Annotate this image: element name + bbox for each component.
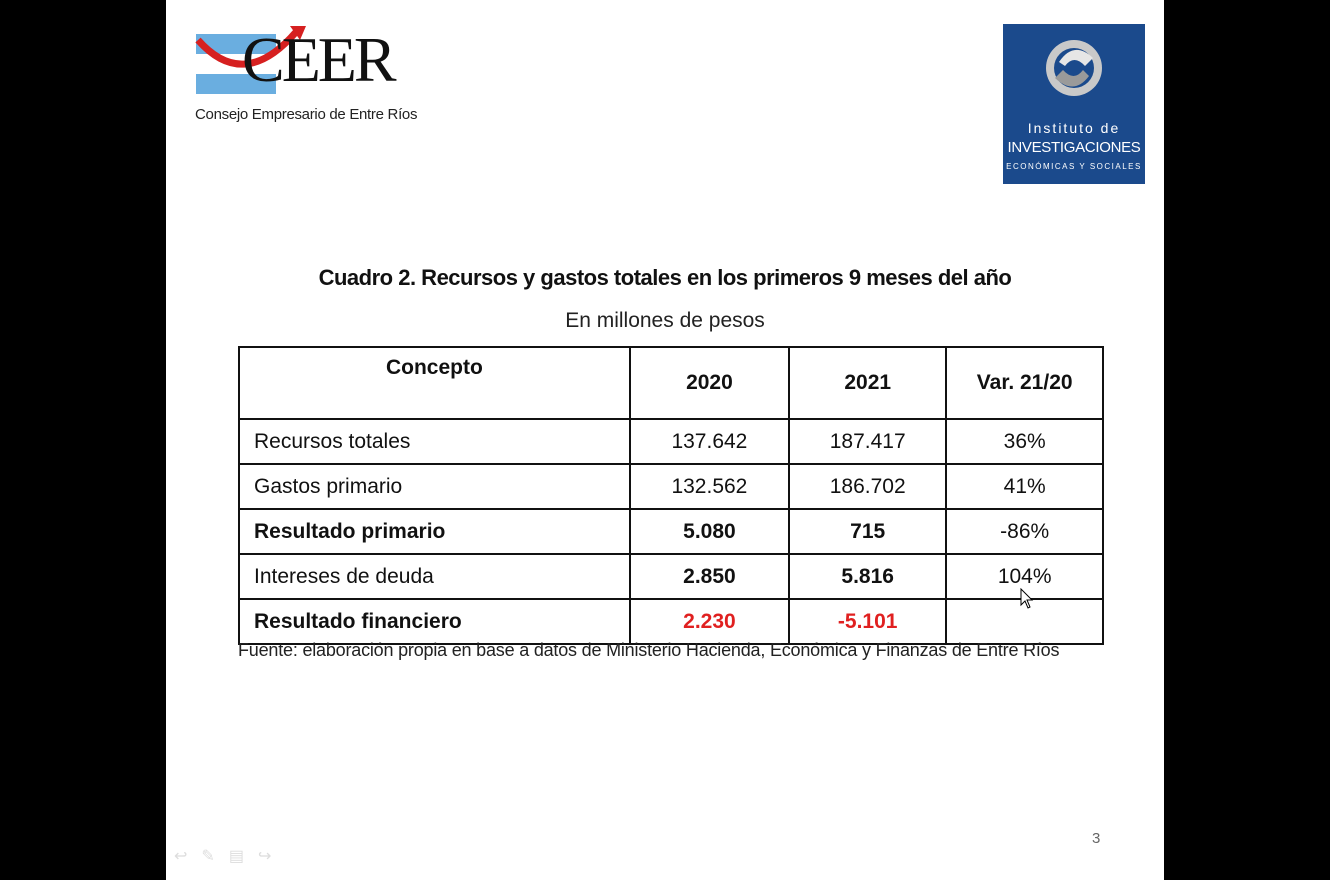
next-arrow-icon[interactable]: ↪ [257,848,272,865]
header-2021: 2021 [788,346,948,420]
cell-concept: Intereses de deuda [238,553,631,600]
cell-concept: Gastos primario [238,463,631,510]
table-header-row: Concepto 2020 2021 Var. 21/20 [238,346,1104,420]
slide-title: Cuadro 2. Recursos y gastos totales en l… [318,265,1012,290]
cell-concept: Recursos totales [238,418,631,465]
mouse-cursor-icon [1020,588,1034,609]
cell-2021: 715 [788,508,948,555]
iies-logo: Instituto de INVESTIGACIONES Económicas … [1003,24,1145,184]
data-table: Concepto 2020 2021 Var. 21/20 Recursos t… [238,346,1104,645]
ceer-logo: CEER Consejo Empresario de Entre Ríos [190,20,420,138]
table-row: Recursos totales 137.642 187.417 36% [238,418,1104,465]
header-concepto: Concepto [238,346,631,420]
table-row: Resultado primario 5.080 715 -86% [238,508,1104,555]
cell-var: 41% [945,463,1104,510]
slide: CEER Consejo Empresario de Entre Ríos In… [166,0,1164,880]
slide-toolbar: ↩ ✎ ▤ ↪ [174,846,271,866]
header-var: Var. 21/20 [945,346,1104,420]
source-note: Fuente: elaboración propia en base a dat… [238,640,1060,660]
header-2020: 2020 [628,346,791,420]
cell-var: -86% [945,508,1104,555]
iies-logo-line3: Económicas y sociales [1006,162,1142,171]
cell-2021: -5.101 [788,598,948,645]
iies-logo-line1: Instituto de [1027,120,1121,136]
iies-emblem-icon [1046,40,1102,96]
cell-2020: 2.230 [628,598,791,645]
page-number: 3 [1092,830,1101,847]
table-row: Intereses de deuda 2.850 5.816 104% [238,553,1104,600]
cell-2021: 187.417 [788,418,948,465]
cell-2021: 186.702 [788,463,948,510]
table-row: Resultado financiero 2.230 -5.101 [238,598,1104,645]
cell-var: 36% [945,418,1104,465]
cell-concept: Resultado financiero [238,598,631,645]
table-row: Gastos primario 132.562 186.702 41% [238,463,1104,510]
ceer-logo-subtitle: Consejo Empresario de Entre Ríos [195,106,418,123]
pen-icon[interactable]: ✎ [201,848,215,865]
ceer-logo-name: CEER [242,24,397,95]
cell-2020: 137.642 [628,418,791,465]
cell-2020: 5.080 [628,508,791,555]
cell-2020: 132.562 [628,463,791,510]
cell-2021: 5.816 [788,553,948,600]
cell-2020: 2.850 [628,553,791,600]
cell-concept: Resultado primario [238,508,631,555]
ceer-arc-icon [195,26,306,68]
menu-icon[interactable]: ▤ [228,848,244,865]
slide-subtitle: En millones de pesos [565,309,765,332]
previous-arrow-icon[interactable]: ↩ [174,848,188,865]
iies-logo-line2: INVESTIGACIONES [1007,139,1141,156]
